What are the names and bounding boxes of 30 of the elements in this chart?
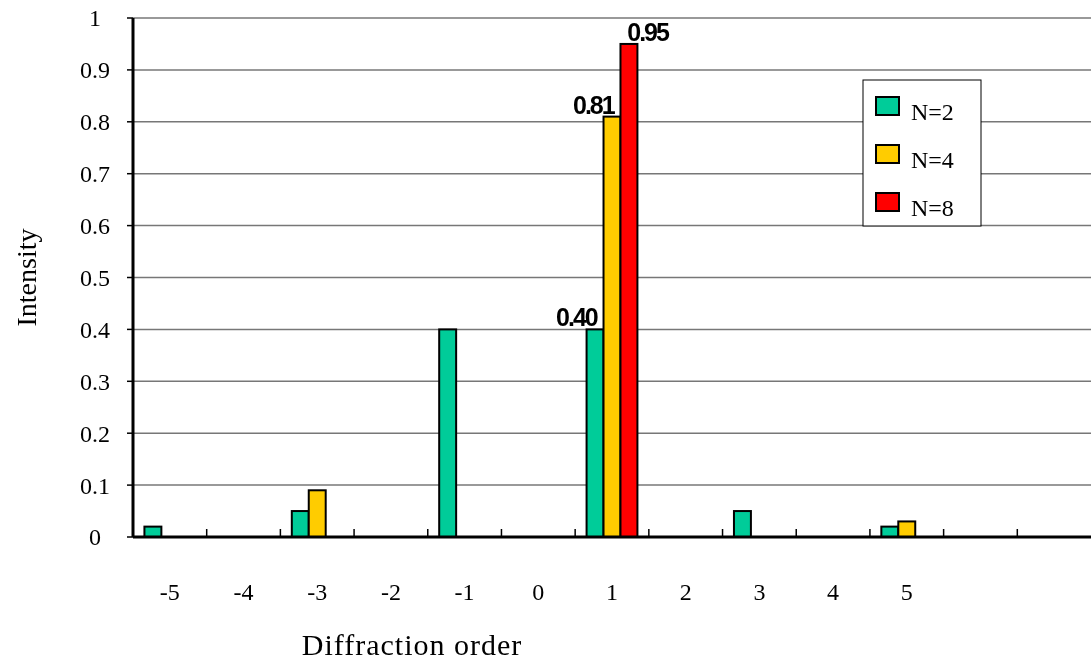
legend-label: N=8 <box>911 195 954 221</box>
y-tick-label: 0.7 <box>80 161 110 188</box>
data-label: 0.81 <box>573 90 616 119</box>
x-tick-label: 4 <box>827 579 840 605</box>
y-tick-label: 0.6 <box>80 213 110 239</box>
x-tick-label: -1 <box>454 579 475 605</box>
y-tick-label: 1 <box>89 5 101 32</box>
y-tick-label: 0.9 <box>80 57 110 84</box>
x-tick-label: -5 <box>159 579 180 605</box>
y-tick-label: 0.4 <box>80 316 110 343</box>
y-tick-label: 0.1 <box>80 472 110 499</box>
x-axis-title: Diffraction order <box>301 628 523 660</box>
y-tick-label: 0 <box>89 524 101 551</box>
x-tick-label: 3 <box>753 579 766 605</box>
data-label: 0.95 <box>627 17 671 46</box>
x-tick-label: 0 <box>532 579 545 605</box>
x-tick-label: 2 <box>679 579 692 605</box>
x-tick-label: 1 <box>606 579 618 605</box>
data-label: 0.40 <box>556 303 598 332</box>
y-tick-label: 0.8 <box>80 109 110 136</box>
x-tick-label: -3 <box>307 579 328 605</box>
legend-label: N=4 <box>911 147 954 173</box>
y-tick-label: 0.3 <box>80 368 110 395</box>
legend-label: N=2 <box>911 99 954 125</box>
x-tick-label: -4 <box>233 579 254 605</box>
x-tick-label: -2 <box>380 579 401 605</box>
y-axis-title: Intensity <box>11 228 42 327</box>
x-tick-label: 5 <box>900 579 913 605</box>
y-tick-label: 0.5 <box>80 264 110 291</box>
y-tick-label: 0.2 <box>80 420 110 447</box>
